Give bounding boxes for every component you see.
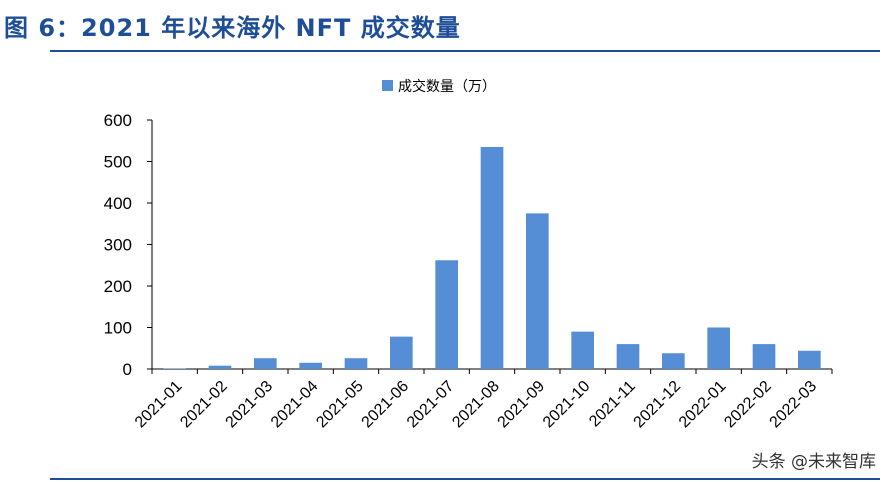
bar (480, 146, 504, 369)
y-tick-label: 600 (104, 111, 132, 130)
x-tick-label: 2021-05 (313, 378, 367, 432)
bar (208, 365, 232, 369)
bar (344, 358, 368, 369)
x-tick-label: 2021-03 (223, 378, 277, 432)
bar (707, 327, 730, 369)
bar (390, 336, 413, 369)
x-tick-label: 2021-12 (631, 378, 685, 432)
y-tick-label: 500 (104, 153, 132, 172)
figure-title: 图 6：2021 年以来海外 NFT 成交数量 (4, 14, 461, 42)
y-tick-label: 400 (104, 194, 132, 213)
bar (662, 353, 685, 369)
bar (299, 362, 322, 369)
legend-swatch (382, 80, 393, 91)
watermark: 头条 @未来智库 (751, 452, 876, 472)
title-underline (50, 50, 880, 52)
bar (798, 350, 821, 369)
x-tick-label: 2021-11 (586, 378, 639, 431)
x-tick-label: 2021-07 (404, 378, 458, 432)
x-tick-label: 2021-04 (268, 378, 322, 432)
bar (526, 213, 549, 369)
x-tick-label: 2021-10 (540, 378, 594, 432)
y-tick-label: 0 (123, 360, 132, 379)
x-tick-label: 2022-03 (767, 378, 821, 432)
x-tick-label: 2022-01 (676, 378, 730, 432)
x-tick-label: 2021-08 (449, 378, 503, 432)
x-tick-label: 2021-06 (359, 378, 413, 432)
x-tick-label: 2022-02 (721, 378, 775, 432)
bar (616, 344, 640, 369)
x-tick-label: 2021-02 (177, 378, 231, 432)
x-tick-label: 2021-01 (132, 378, 186, 432)
bottom-rule (50, 478, 880, 480)
bar (254, 358, 277, 369)
y-tick-label: 100 (104, 319, 132, 338)
bar (571, 331, 594, 369)
y-tick-label: 200 (104, 277, 132, 296)
bar (435, 260, 458, 369)
legend-label: 成交数量（万） (398, 78, 496, 95)
y-tick-label: 300 (104, 236, 132, 255)
x-tick-label: 2021-09 (495, 378, 549, 432)
bar (752, 344, 776, 369)
